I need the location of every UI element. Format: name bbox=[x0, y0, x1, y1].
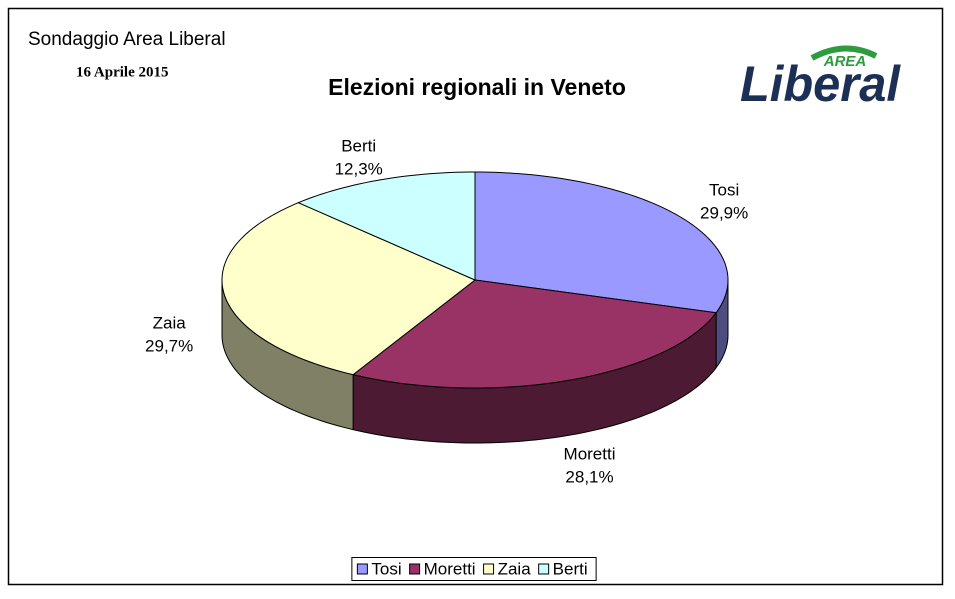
legend-label: Tosi bbox=[371, 559, 401, 578]
chart-title: Elezioni regionali in Veneto bbox=[328, 74, 626, 100]
slice-label: Berti bbox=[341, 136, 376, 155]
logo: AREA Liberal bbox=[740, 45, 901, 112]
legend: Tosi Moretti Zaia Berti bbox=[351, 557, 597, 581]
legend-swatch bbox=[356, 563, 368, 575]
slice bbox=[351, 279, 718, 389]
logo-main: Liberal bbox=[740, 56, 901, 112]
annotation: 16 Aprile 2015 bbox=[76, 64, 169, 80]
pie: Tosi 29,9% Moretti 28,1% Zaia 29,7% Berti 12,3% bbox=[145, 136, 748, 486]
annotation: Sondaggio Area Liberal bbox=[28, 29, 226, 50]
slice-value-label: 12,3% bbox=[335, 159, 383, 178]
slice-value-label: 29,9% bbox=[700, 204, 748, 223]
legend-swatch bbox=[538, 563, 550, 575]
legend-label: Zaia bbox=[498, 559, 532, 578]
slice-label: Tosi bbox=[709, 181, 739, 200]
legend-box bbox=[351, 557, 597, 581]
logo-top: AREA bbox=[823, 53, 867, 70]
legend-label: Berti bbox=[553, 559, 588, 578]
slice-value-label: 28,1% bbox=[565, 467, 613, 486]
slice-label: Moretti bbox=[564, 444, 616, 463]
chart-border bbox=[7, 7, 944, 586]
slice bbox=[297, 171, 476, 281]
legend-swatch bbox=[409, 563, 421, 575]
slice-value-label: 29,7% bbox=[145, 337, 193, 356]
legend-label: Moretti bbox=[424, 559, 476, 578]
slice bbox=[221, 202, 476, 376]
slice bbox=[474, 171, 729, 314]
slice-label: Zaia bbox=[153, 314, 187, 333]
legend-swatch bbox=[483, 563, 495, 575]
logo-arc bbox=[810, 45, 878, 61]
